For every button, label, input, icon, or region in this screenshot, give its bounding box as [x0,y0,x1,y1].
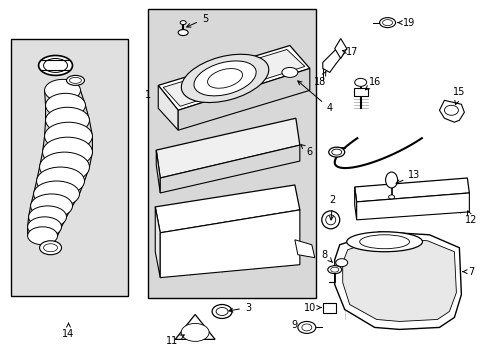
Ellipse shape [43,58,67,72]
Polygon shape [163,50,304,106]
Ellipse shape [27,217,61,237]
Polygon shape [439,100,464,122]
Ellipse shape [354,78,366,86]
Ellipse shape [207,68,242,88]
Ellipse shape [385,172,397,188]
Polygon shape [294,240,314,258]
Polygon shape [155,207,160,278]
Polygon shape [342,238,455,321]
Text: 16: 16 [365,77,380,90]
Text: 6: 6 [300,145,312,157]
Ellipse shape [382,20,392,26]
Ellipse shape [42,137,92,167]
Polygon shape [158,85,178,130]
Ellipse shape [44,122,92,150]
Text: 17: 17 [342,48,357,58]
Ellipse shape [301,324,311,331]
Ellipse shape [43,244,58,252]
Ellipse shape [66,75,84,85]
Polygon shape [354,178,468,202]
Bar [148,9,315,298]
Ellipse shape [328,147,344,157]
Ellipse shape [40,152,89,182]
Ellipse shape [379,18,395,28]
Polygon shape [178,68,309,130]
Text: 4: 4 [297,81,332,113]
Polygon shape [156,118,299,178]
Ellipse shape [34,181,80,207]
Polygon shape [158,45,309,110]
Ellipse shape [346,232,422,252]
Ellipse shape [69,77,81,84]
Ellipse shape [321,211,339,229]
Polygon shape [156,150,160,193]
Text: 9: 9 [291,320,297,330]
Ellipse shape [178,30,188,36]
Ellipse shape [29,206,66,228]
Text: 3: 3 [228,302,250,312]
Ellipse shape [388,195,394,199]
Text: 19: 19 [397,18,415,28]
Text: 8: 8 [321,250,332,262]
Text: 2: 2 [329,195,335,220]
Text: 5: 5 [186,14,208,27]
Polygon shape [356,193,468,220]
Ellipse shape [216,307,227,315]
Ellipse shape [181,54,268,103]
Text: 11: 11 [166,335,184,346]
Ellipse shape [37,167,84,195]
Bar [11,39,128,296]
Polygon shape [334,232,461,329]
Ellipse shape [325,215,335,225]
Ellipse shape [31,194,72,218]
Ellipse shape [444,105,457,115]
Ellipse shape [39,55,72,75]
Polygon shape [334,39,346,58]
Ellipse shape [180,21,186,24]
Text: 10: 10 [303,302,321,312]
Ellipse shape [181,323,209,341]
Ellipse shape [44,80,81,101]
Ellipse shape [335,259,347,267]
Polygon shape [354,187,356,220]
Bar [353,88,367,96]
Ellipse shape [297,321,315,333]
Polygon shape [175,315,215,339]
Ellipse shape [331,149,341,155]
Ellipse shape [45,93,85,117]
Bar [322,302,335,314]
Ellipse shape [212,305,232,319]
Text: 18: 18 [313,72,325,87]
Text: 1: 1 [145,90,151,100]
Ellipse shape [194,61,256,96]
Polygon shape [160,145,299,193]
Text: 14: 14 [62,323,75,339]
Polygon shape [155,185,299,233]
Ellipse shape [359,235,408,249]
Text: 15: 15 [452,87,465,105]
Ellipse shape [281,67,297,77]
Ellipse shape [330,267,338,272]
Ellipse shape [27,227,58,245]
Polygon shape [160,210,299,278]
Ellipse shape [45,107,89,133]
Text: 7: 7 [462,267,473,276]
Text: 12: 12 [464,211,477,225]
Ellipse shape [327,266,341,274]
Ellipse shape [40,241,61,255]
Polygon shape [322,49,344,72]
Text: 13: 13 [395,170,420,184]
